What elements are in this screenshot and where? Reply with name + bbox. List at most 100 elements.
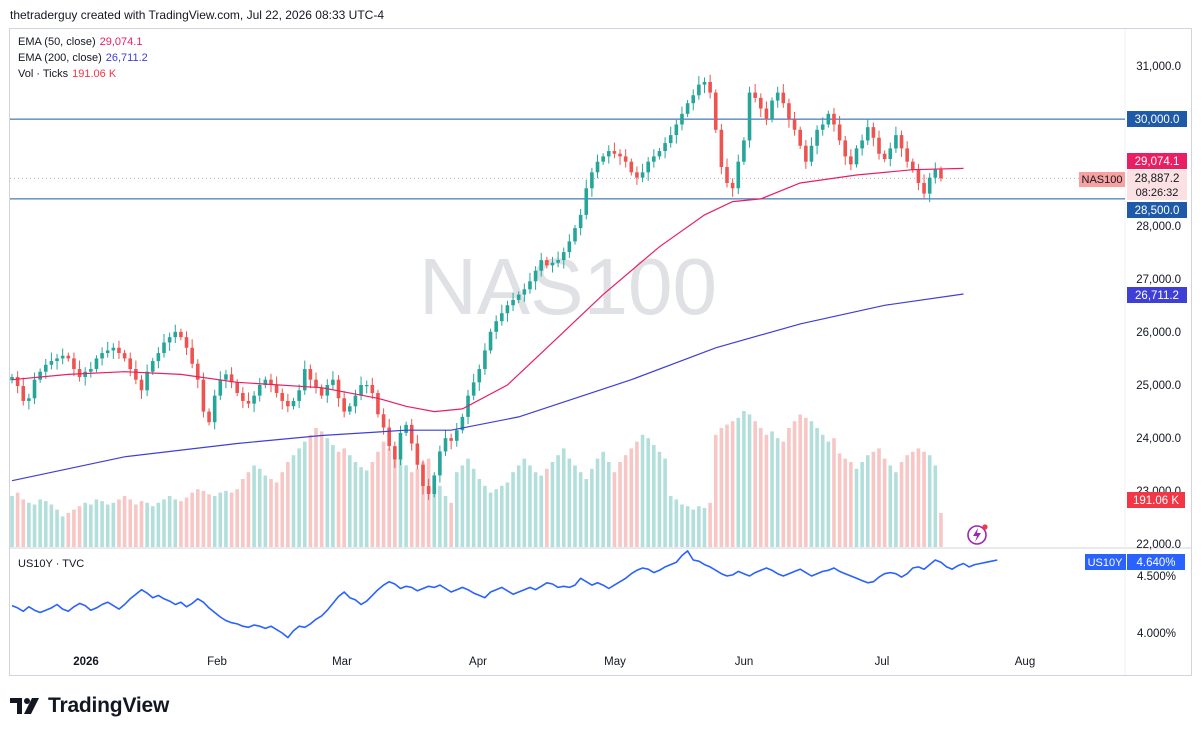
candle-body <box>899 135 904 149</box>
candle-body <box>652 156 656 162</box>
candle <box>224 369 228 389</box>
candle-body <box>854 148 859 165</box>
price-axis[interactable]: 31,000.0 28,000.0 27,000.0 26,000.0 25,000.0… <box>1136 61 1181 640</box>
candle-body <box>454 430 459 441</box>
volume-bar <box>815 428 819 547</box>
badge-ema50: 29,074.1 <box>1127 153 1187 169</box>
candle-body <box>775 92 780 101</box>
candle <box>364 380 369 394</box>
candle-body <box>38 371 42 380</box>
candle <box>269 373 273 393</box>
badge-support-text: 28,500.0 <box>1135 205 1180 217</box>
volume-bar <box>685 506 690 547</box>
volume-bar <box>15 492 20 547</box>
candle <box>674 119 679 144</box>
candle-body <box>359 385 363 396</box>
candle-body <box>325 385 330 396</box>
candle <box>60 348 65 365</box>
volume-bar <box>302 441 307 547</box>
volume-bar <box>702 507 707 547</box>
candle <box>488 328 493 354</box>
tradingview-logo-icon <box>10 698 39 714</box>
lightning-icon[interactable] <box>967 524 988 545</box>
volume-bars <box>10 411 943 547</box>
volume-bar <box>269 479 273 547</box>
candle-body <box>939 169 943 179</box>
candle <box>83 367 87 386</box>
ema-lines <box>11 167 964 482</box>
tradingview-logo[interactable]: TradingView <box>10 694 169 718</box>
candle <box>94 355 99 373</box>
candle <box>257 377 262 402</box>
legend-ema50[interactable]: EMA (50, close) 29,074.1 <box>18 34 148 50</box>
candle <box>150 357 155 375</box>
volume-bar <box>713 434 718 547</box>
chart-frame <box>9 28 1192 676</box>
candlestick-series[interactable] <box>10 74 943 500</box>
candle-body <box>415 443 420 465</box>
volume-bar <box>27 502 31 547</box>
volume-bar <box>877 448 881 547</box>
volume-bar <box>561 448 566 547</box>
price-tick-label: 27,000.0 <box>1136 274 1181 286</box>
time-axis[interactable]: 2026 Feb Mar Apr May Jun Jul Aug <box>73 656 1035 668</box>
volume-bar <box>567 458 572 547</box>
candle <box>652 149 656 168</box>
volume-bar <box>173 499 178 547</box>
candle-body <box>21 386 26 401</box>
candle <box>201 372 206 418</box>
legend-ema200-label: EMA (200, close) <box>18 52 102 64</box>
volume-bar <box>646 438 650 547</box>
badge-last-price: 28,887.2 08:26:32 <box>1127 170 1187 200</box>
lower-pane-legend[interactable]: US10Y · TVC <box>18 556 84 572</box>
candle-body <box>89 369 93 372</box>
candle-body <box>443 438 448 452</box>
candle-body <box>922 182 926 194</box>
volume-bar <box>747 414 752 547</box>
volume-bar <box>753 421 757 547</box>
candle <box>804 139 808 169</box>
candle <box>820 117 825 136</box>
candle-body <box>927 177 932 194</box>
price-tick-label: 31,000.0 <box>1136 61 1181 73</box>
candle-body <box>646 161 650 173</box>
volume-bar <box>274 482 279 547</box>
volume-bar <box>32 504 37 547</box>
candle-body <box>578 214 583 229</box>
badge-resistance: 30,000.0 <box>1127 111 1187 127</box>
candle <box>533 266 538 290</box>
candle <box>212 389 217 430</box>
candle-body <box>252 395 256 404</box>
volume-bar <box>195 489 200 547</box>
candle <box>297 384 301 409</box>
volume-bar <box>809 421 814 547</box>
candle <box>753 84 757 103</box>
candle-body <box>291 400 296 407</box>
candle <box>438 445 442 483</box>
volume-bar <box>606 462 611 547</box>
legend-volume[interactable]: Vol · Ticks 191.06 K <box>18 66 148 82</box>
candle <box>471 373 476 401</box>
candle <box>505 300 510 322</box>
volume-bar <box>229 492 234 547</box>
candle-body <box>877 137 881 154</box>
legend-ema200[interactable]: EMA (200, close) 26,711.2 <box>18 50 148 66</box>
candle-body <box>398 432 403 460</box>
candle <box>274 376 279 398</box>
candle <box>359 376 363 401</box>
candle-body <box>471 382 476 396</box>
time-tick-label: Aug <box>1015 656 1035 668</box>
candle <box>207 408 211 426</box>
candle <box>640 163 645 183</box>
candle-body <box>533 270 538 282</box>
candle-body <box>804 145 808 162</box>
time-tick-label: Feb <box>207 656 227 668</box>
candle-body <box>916 169 921 183</box>
volume-bar <box>43 501 48 547</box>
candle <box>758 93 763 118</box>
candle <box>454 423 459 447</box>
candle-body <box>229 374 234 383</box>
volume-bar <box>477 479 482 547</box>
candle <box>680 106 684 131</box>
